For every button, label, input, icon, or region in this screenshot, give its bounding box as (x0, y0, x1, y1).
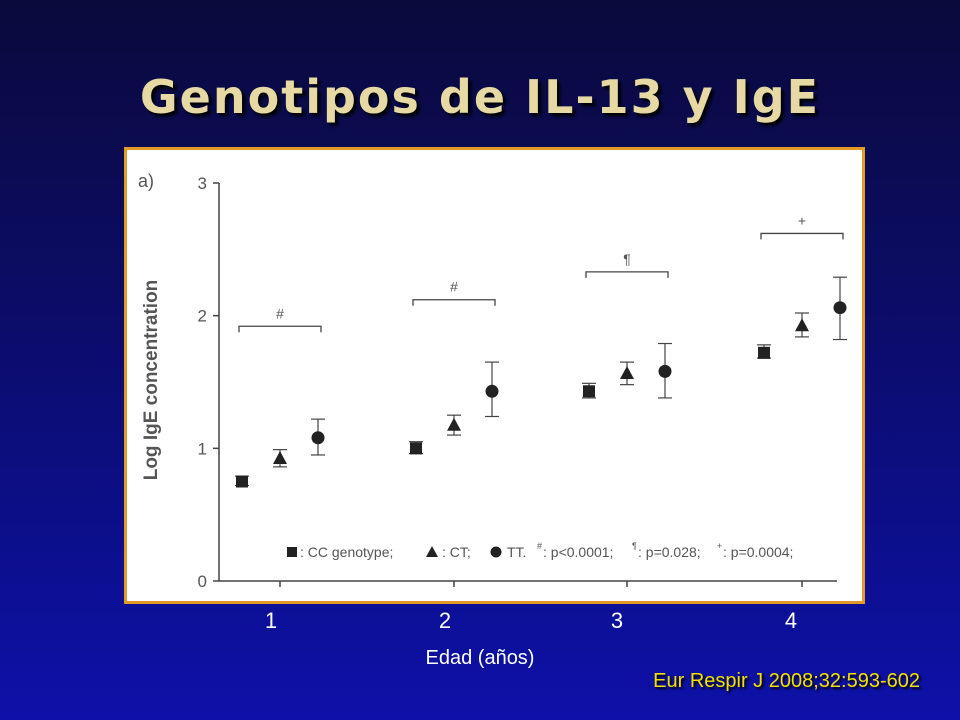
marker-circle-2 (485, 384, 499, 398)
x-axis-label: Edad (años) (425, 647, 535, 669)
legend-plus-symbol: + (717, 541, 722, 551)
significance-symbol-4: + (798, 212, 806, 228)
marker-square-1 (236, 475, 248, 488)
marker-circle-3 (658, 364, 672, 378)
significance-bracket-3 (585, 271, 669, 278)
y-tick-label-1: 1 (198, 439, 207, 458)
x-tick-4: 4 (784, 608, 798, 633)
legend-cc-marker (287, 547, 297, 557)
y-tick-label-3: 3 (198, 174, 207, 193)
citation: Eur Respir J 2008;32:593-602 (653, 670, 920, 692)
significance-symbol-3: ¶ (623, 251, 631, 267)
significance-bracket-4 (760, 232, 844, 240)
legend-tt-label: TT. (507, 544, 526, 560)
y-tick-label-0: 0 (198, 572, 207, 591)
x-tick-1: 1 (264, 608, 278, 633)
legend-para-symbol: ¶ (632, 541, 637, 551)
legend: : CC genotype; : CT; TT. # : p<0.0001; ¶… (287, 541, 793, 560)
significance-symbol-1: # (276, 305, 284, 321)
legend-hash-symbol: # (537, 541, 542, 551)
legend-ct-marker (426, 546, 438, 557)
legend-cc-label: : CC genotype; (300, 544, 393, 560)
significance-symbol-2: # (450, 279, 458, 295)
marker-triangle-2 (447, 417, 461, 431)
marker-square-4 (758, 346, 770, 359)
slide-title: Genotipos de IL-13 y IgE (139, 70, 821, 124)
marker-triangle-4 (795, 318, 809, 332)
chart-panel: a) Log IgE concentration 0 1 2 3 # # ¶ + : CC … (124, 147, 865, 604)
legend-tt-marker (490, 546, 502, 558)
ige-chart: a) Log IgE concentration 0 1 2 3 # # ¶ + : CC … (138, 171, 847, 591)
significance-bracket-1 (238, 325, 322, 333)
marker-circle-1 (311, 431, 325, 445)
y-axis-label: Log IgE concentration (141, 280, 162, 481)
legend-ct-label: : CT; (442, 544, 471, 560)
legend-para-label: : p=0.028; (638, 544, 701, 560)
legend-plus-label: : p=0.0004; (723, 544, 793, 560)
axes: 0 1 2 3 (198, 174, 837, 591)
significance-brackets: # # ¶ + (238, 212, 844, 333)
x-tick-2: 2 (438, 608, 452, 633)
x-tick-3: 3 (610, 608, 624, 633)
marker-square-2 (410, 442, 422, 455)
marker-triangle-1 (273, 450, 287, 464)
data-marks (235, 276, 847, 488)
significance-bracket-2 (412, 299, 496, 306)
panel-label: a) (138, 171, 154, 191)
y-tick-label-2: 2 (198, 307, 207, 326)
marker-square-3 (583, 385, 595, 398)
marker-triangle-3 (620, 366, 634, 380)
legend-hash-label: : p<0.0001; (543, 544, 613, 560)
marker-circle-4 (833, 301, 847, 315)
